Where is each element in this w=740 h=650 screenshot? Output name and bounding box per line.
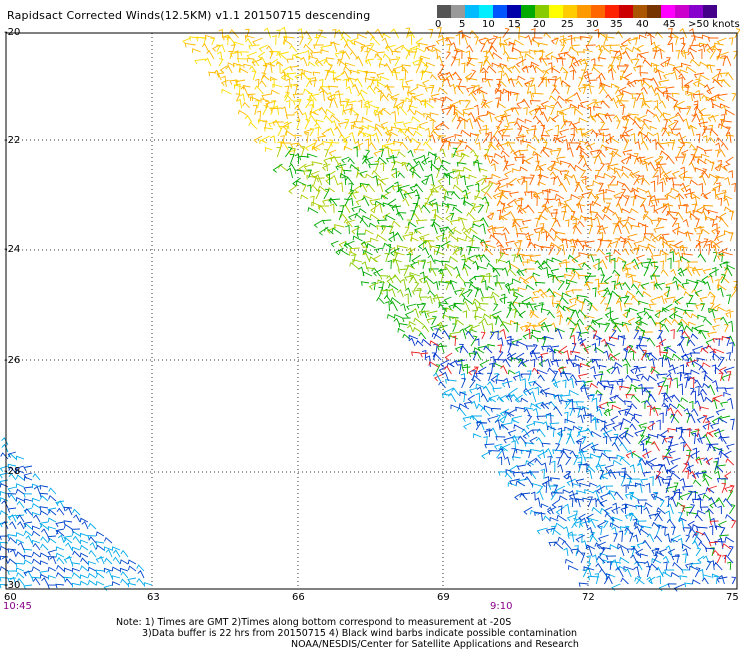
lon-label: 72 [582, 592, 595, 603]
wind-barb-group [411, 328, 737, 564]
colorbar-swatch [465, 5, 479, 18]
colorbar-swatch [661, 5, 675, 18]
wind-barb-group [408, 328, 737, 585]
colorbar-label: 35 [610, 19, 623, 30]
colorbar-swatch [479, 5, 493, 18]
lat-label: -28 [4, 466, 21, 477]
note-line-2: 3)Data buffer is 22 hrs from 20150715 4)… [142, 628, 578, 639]
wind-barb-group [276, 145, 494, 263]
wind-barb-group [425, 26, 740, 338]
colorbar-labels: 0 5 10 15 20 25 30 35 40 45 >50 knots [430, 19, 740, 33]
colorbar-label: 45 [663, 19, 676, 30]
wind-barb-group [0, 370, 725, 592]
wind-barb-group [272, 146, 736, 571]
lon-label: 60 [4, 592, 17, 603]
lat-label: -24 [4, 244, 21, 255]
colorbar-label: 0 [435, 19, 442, 30]
colorbar-swatch [675, 5, 689, 18]
colorbar-swatch [633, 5, 647, 18]
colorbar-label: 5 [459, 19, 466, 30]
colorbar-swatch [535, 5, 549, 18]
wind-barb-group [182, 26, 434, 156]
colorbar-swatch [605, 5, 619, 18]
colorbar-swatch [577, 5, 591, 18]
colorbar-swatch [451, 5, 465, 18]
colorbar-label: 10 [482, 19, 495, 30]
wind-barb-group [184, 27, 435, 157]
colorbar-label: 40 [636, 19, 649, 30]
time-label-left: 10:45 [3, 601, 32, 612]
lon-label: 66 [292, 592, 305, 603]
wind-barb-group [349, 251, 517, 338]
colorbar-swatch [647, 5, 661, 18]
note-line-1: Note: 1) Times are GMT 2)Times along bot… [116, 617, 512, 628]
colorbar-swatch [563, 5, 577, 18]
colorbar-swatch [493, 5, 507, 18]
colorbar-label: 15 [508, 19, 521, 30]
colorbar-label: 25 [561, 19, 574, 30]
colorbar-swatch [703, 5, 717, 18]
lon-label: 75 [726, 592, 739, 603]
note-line-3: NOAA/NESDIS/Center for Satellite Applica… [291, 639, 579, 650]
wind-speed-colorbar [437, 5, 717, 18]
colorbar-label: 30 [586, 19, 599, 30]
wind-barbs [0, 26, 740, 592]
colorbar-swatch [521, 5, 535, 18]
map-frame [5, 32, 738, 590]
wind-barb-group [483, 146, 735, 264]
colorbar-swatch [549, 5, 563, 18]
colorbar-label: 20 [533, 19, 546, 30]
colorbar-swatch [507, 5, 521, 18]
lon-label: 69 [437, 592, 450, 603]
lat-label: -22 [4, 135, 21, 146]
lat-label: -20 [4, 27, 21, 38]
chart-title: Rapidsact Corrected Winds(12.5KM) v1.1 2… [7, 9, 371, 22]
wind-barb-group [0, 370, 720, 592]
colorbar-swatch [619, 5, 633, 18]
time-label-right: 9:10 [490, 601, 513, 612]
colorbar-swatch [591, 5, 605, 18]
lon-label: 63 [147, 592, 160, 603]
colorbar-swatch [437, 5, 451, 18]
lat-label: -26 [4, 355, 21, 366]
colorbar-label: >50 knots [688, 19, 740, 30]
colorbar-swatch [689, 5, 703, 18]
lat-label: -30 [4, 580, 21, 591]
